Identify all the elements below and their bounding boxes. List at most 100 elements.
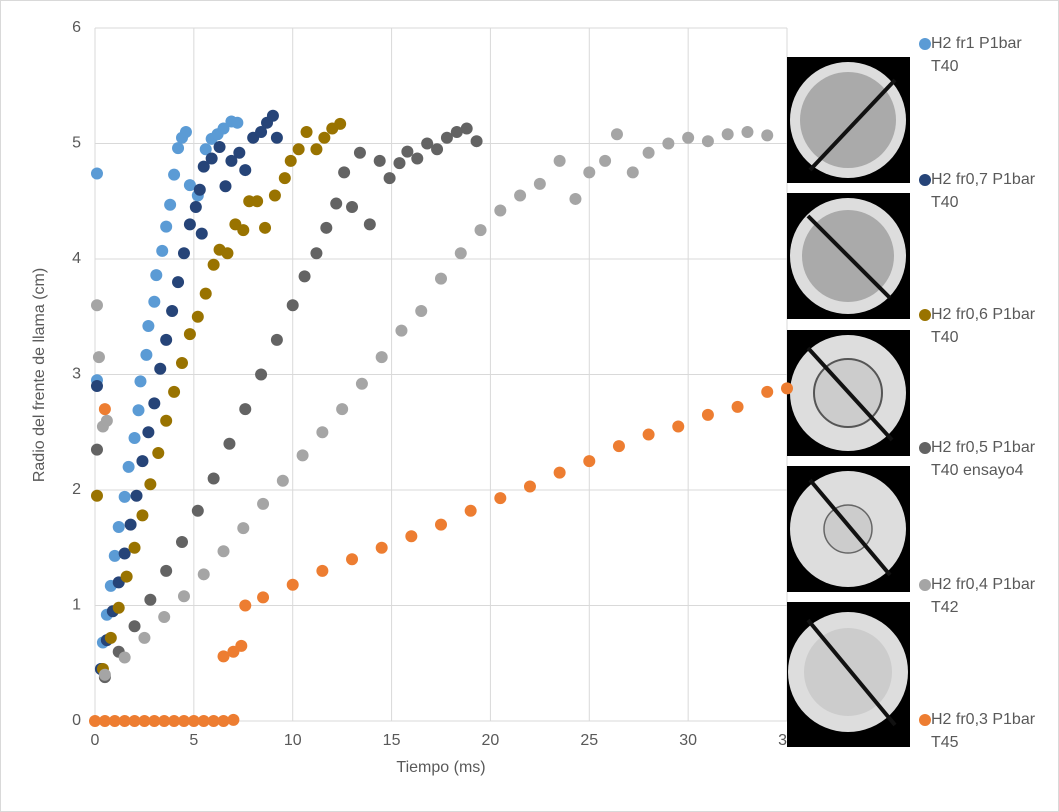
data-point xyxy=(287,299,299,311)
data-point xyxy=(168,169,180,181)
data-point xyxy=(354,147,366,159)
data-point xyxy=(91,299,103,311)
data-point xyxy=(336,403,348,415)
data-point xyxy=(269,189,281,201)
data-point xyxy=(316,426,328,438)
data-point xyxy=(196,228,208,240)
data-point xyxy=(93,351,105,363)
data-point xyxy=(401,146,413,158)
data-point xyxy=(376,542,388,554)
data-point xyxy=(494,492,506,504)
data-point xyxy=(121,571,133,583)
data-point xyxy=(613,440,625,452)
data-point xyxy=(475,224,487,236)
data-point xyxy=(310,247,322,259)
y-tick-label: 3 xyxy=(72,366,81,383)
data-point xyxy=(299,270,311,282)
data-point xyxy=(219,180,231,192)
data-point xyxy=(405,530,417,542)
data-point xyxy=(105,632,117,644)
data-point xyxy=(91,444,103,456)
data-point xyxy=(168,386,180,398)
data-point xyxy=(129,620,141,632)
data-point xyxy=(160,334,172,346)
data-point xyxy=(221,247,233,259)
y-tick-label: 6 xyxy=(72,19,81,36)
data-point xyxy=(287,579,299,591)
data-point xyxy=(119,491,131,503)
legend-marker xyxy=(919,38,931,50)
data-point xyxy=(257,591,269,603)
data-point xyxy=(200,288,212,300)
data-point xyxy=(164,199,176,211)
data-point xyxy=(166,305,178,317)
data-point xyxy=(218,545,230,557)
data-point xyxy=(643,429,655,441)
data-point xyxy=(524,481,536,493)
data-point xyxy=(160,221,172,233)
data-point xyxy=(732,401,744,413)
data-point xyxy=(140,349,152,361)
data-point xyxy=(267,110,279,122)
data-point xyxy=(237,522,249,534)
data-point xyxy=(113,521,125,533)
data-point xyxy=(190,201,202,213)
data-point xyxy=(611,128,623,140)
legend-label: H2 fr0,5 P1bar T40 ensayo4 xyxy=(931,436,1036,482)
data-point xyxy=(91,490,103,502)
data-point xyxy=(534,178,546,190)
legend-label: H2 fr0,6 P1bar T40 xyxy=(931,303,1036,349)
data-point xyxy=(781,382,793,394)
data-point xyxy=(471,135,483,147)
data-point xyxy=(91,168,103,180)
data-point xyxy=(184,328,196,340)
data-point xyxy=(125,519,137,531)
data-point xyxy=(569,193,581,205)
data-point xyxy=(194,184,206,196)
data-point xyxy=(627,166,639,178)
data-point xyxy=(271,334,283,346)
data-point xyxy=(178,590,190,602)
data-point xyxy=(136,455,148,467)
x-tick-label: 15 xyxy=(383,732,401,749)
data-point xyxy=(239,403,251,415)
data-point xyxy=(231,117,243,129)
legend-label: H2 fr0,3 P1bar T45 xyxy=(931,708,1036,754)
data-point xyxy=(415,305,427,317)
data-point xyxy=(152,447,164,459)
x-tick-label: 30 xyxy=(679,732,697,749)
data-point xyxy=(431,143,443,155)
data-point xyxy=(239,600,251,612)
data-point xyxy=(682,132,694,144)
data-point xyxy=(154,363,166,375)
data-point xyxy=(160,565,172,577)
data-point xyxy=(136,509,148,521)
data-point xyxy=(257,498,269,510)
data-point xyxy=(465,505,477,517)
data-point xyxy=(131,490,143,502)
legend-marker xyxy=(919,174,931,186)
data-point xyxy=(411,153,423,165)
data-point xyxy=(356,378,368,390)
legend-marker xyxy=(919,579,931,591)
y-axis-label: Radio del frente de llama (cm) xyxy=(31,268,48,482)
data-point xyxy=(251,195,263,207)
data-point xyxy=(494,204,506,216)
data-point xyxy=(138,632,150,644)
y-tick-label: 4 xyxy=(72,250,81,267)
data-point xyxy=(134,375,146,387)
data-point xyxy=(583,455,595,467)
legend-marker xyxy=(919,714,931,726)
data-point xyxy=(338,166,350,178)
data-point xyxy=(297,449,309,461)
data-point xyxy=(346,201,358,213)
y-tick-label: 0 xyxy=(72,712,81,729)
data-point xyxy=(192,311,204,323)
data-point xyxy=(237,224,249,236)
data-point xyxy=(198,568,210,580)
data-point xyxy=(672,420,684,432)
data-point xyxy=(91,380,103,392)
data-point xyxy=(384,172,396,184)
data-point xyxy=(176,357,188,369)
